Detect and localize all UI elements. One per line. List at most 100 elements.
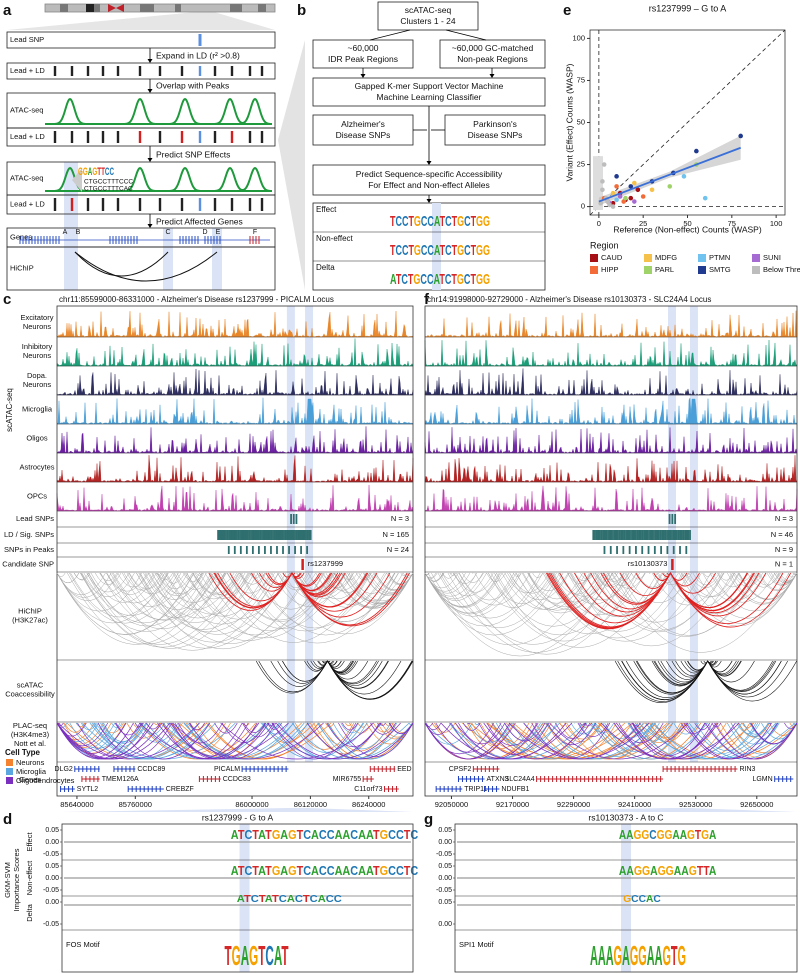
loop-arc	[94, 572, 122, 585]
logo-letter: C	[265, 940, 273, 971]
signal-track	[56, 397, 414, 425]
gene-label: CREBZF	[166, 786, 194, 793]
loop-arc	[424, 572, 503, 608]
arrow-head	[426, 199, 432, 203]
point	[623, 195, 628, 201]
chromosome-band	[230, 4, 242, 12]
y-tick-label: 0.00	[438, 875, 452, 882]
loop-arc	[468, 722, 512, 743]
loop-arc	[544, 572, 690, 639]
x-tick-label: 92290000	[557, 800, 590, 809]
x-tick-label: 92410000	[618, 800, 651, 809]
loop-arc	[737, 722, 770, 738]
logo-letter: C	[421, 213, 428, 230]
loop-arc	[449, 722, 585, 760]
logo-letter: A	[434, 213, 441, 230]
y-axis-label: GKM-SVM	[3, 862, 12, 898]
logo-box	[312, 202, 546, 291]
loop-arc	[221, 722, 267, 743]
logo-letter: C	[388, 863, 396, 878]
logo-letter: C	[410, 863, 418, 878]
loop-arc	[129, 572, 165, 590]
snp-mark	[308, 530, 310, 540]
logo-letter: C	[401, 271, 408, 288]
loop-arc	[126, 722, 161, 739]
snp-mark	[256, 530, 259, 540]
logo-letter: T	[452, 213, 457, 230]
loop-arc	[458, 722, 506, 744]
logo-letter: T	[252, 827, 259, 842]
snp-mark	[672, 546, 675, 554]
gene-label: MIR6755	[333, 776, 362, 783]
loop-arc	[603, 572, 671, 604]
loop-arc	[99, 572, 118, 582]
logo-letter: A	[366, 827, 374, 842]
point	[649, 187, 655, 193]
sequence-logo: TCCTGCCATCTGCTGG	[390, 242, 490, 259]
loop-arc	[424, 722, 516, 760]
box-text: Gapped K-mer Support Vector Machine	[355, 81, 504, 91]
loop-arc	[277, 572, 316, 591]
logo-letter: C	[420, 271, 427, 288]
gene-letter: E	[216, 229, 221, 236]
flow-box	[439, 39, 546, 69]
loop-arc	[504, 572, 550, 593]
snp-mark	[264, 546, 266, 554]
logo-letter: G	[83, 166, 88, 178]
loop-arc	[358, 572, 375, 581]
signal-track	[424, 339, 798, 367]
y-axis-label: Variant (Effect) Counts (WASP)	[564, 63, 574, 181]
snp-mark	[218, 530, 221, 540]
sequence-logo: ATCTGCCATCTGCTGG	[390, 271, 490, 288]
loop-arc	[112, 572, 189, 607]
count-label: N = 24	[387, 545, 409, 554]
loop-arc	[250, 572, 332, 610]
atac-peaks	[45, 97, 273, 125]
loop-arc	[471, 722, 530, 750]
snp-mark	[253, 530, 256, 540]
arrow-head	[147, 158, 153, 162]
gene-label: LGMN	[752, 776, 772, 783]
snp-mark	[631, 530, 634, 540]
legend-label: HIPP	[601, 265, 619, 274]
loop-arc	[56, 572, 142, 612]
logo-letter: C	[445, 242, 452, 259]
loop-arc	[486, 722, 538, 746]
gene-label: SLC24A4	[505, 776, 535, 783]
snp-mark	[236, 530, 238, 540]
logo-letter: C	[303, 827, 311, 842]
loop-arc	[269, 722, 281, 729]
snp-mark	[662, 530, 665, 540]
loop-arc	[101, 722, 144, 742]
track-label: Astrocytes	[19, 462, 54, 471]
loop-arc	[528, 572, 569, 591]
logo-label: Effect	[316, 205, 337, 214]
x-tick-label: 92650000	[740, 800, 773, 809]
logo-letter: G	[476, 242, 483, 259]
loop-arc	[291, 572, 301, 578]
chromosome-band	[90, 4, 100, 12]
snp-mark	[620, 530, 623, 540]
snp-mark	[684, 530, 687, 540]
highlight	[163, 228, 173, 290]
snp-mark	[677, 530, 680, 540]
gene-label: EED	[397, 766, 411, 773]
snp-mark	[226, 530, 229, 540]
loop-arc	[625, 572, 692, 603]
loop-arc	[617, 660, 708, 702]
box-text: scATAC-seq	[405, 5, 452, 15]
snp-mark	[225, 530, 227, 540]
snp-mark	[294, 530, 296, 540]
logo-letter: G	[614, 940, 622, 971]
logo-letter: C	[327, 863, 335, 878]
zoom-funnel	[455, 808, 797, 812]
snp-mark	[305, 530, 307, 540]
y-tick-label: 100	[572, 33, 585, 42]
loop-arc	[333, 572, 410, 608]
loop-arc	[297, 572, 354, 599]
logo-letter: C	[310, 894, 318, 905]
count-label: N = 165	[383, 530, 409, 539]
loop-arc	[161, 572, 186, 584]
logo-letter: C	[639, 894, 646, 905]
row-label: Lead + LD	[10, 132, 45, 141]
